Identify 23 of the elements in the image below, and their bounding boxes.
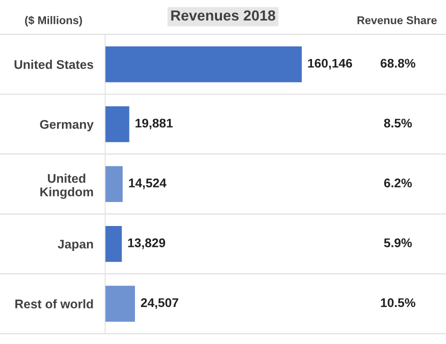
- chart-title: Revenues 2018: [171, 10, 276, 21]
- y-tick-label: Germany: [40, 120, 94, 132]
- bar: [104, 46, 302, 82]
- text: ($ Millions): [25, 16, 82, 26]
- bar: [104, 106, 130, 142]
- data-label: 160,146: [308, 58, 352, 70]
- y-tick-label: United Kingdom: [40, 174, 93, 199]
- bar: [104, 166, 123, 202]
- data-label: 19,881: [136, 118, 173, 130]
- text: 5.9%: [384, 238, 412, 248]
- y-tick-label: United States: [14, 60, 94, 69]
- text: 8.5%: [384, 118, 412, 128]
- text: 6.2%: [384, 178, 412, 188]
- data-label: 13,829: [128, 238, 166, 250]
- bar: [104, 226, 122, 262]
- data-label: 24,507: [140, 298, 178, 309]
- y-tick-label: Rest of world: [15, 299, 93, 308]
- data-label: 14,524: [129, 178, 166, 190]
- bar: [104, 286, 135, 322]
- text: 10.5%: [380, 298, 416, 308]
- text: Revenue Share: [358, 16, 437, 24]
- text: 68.8%: [380, 58, 416, 68]
- y-tick-label: Japan: [58, 240, 93, 252]
